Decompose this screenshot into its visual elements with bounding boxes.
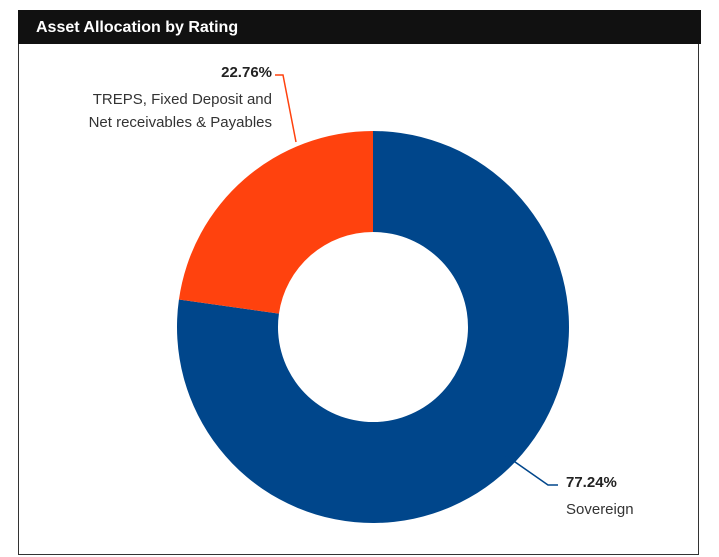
category-label: TREPS, Fixed Deposit and Net receivables… xyxy=(88,91,272,131)
category-label: Sovereign xyxy=(566,501,634,518)
value-label: 77.24% xyxy=(566,474,617,491)
slice xyxy=(178,131,373,314)
value-label: 22.76% xyxy=(221,64,272,81)
leader-line xyxy=(504,454,558,486)
slice xyxy=(177,131,569,523)
chart-title: Asset Allocation by Rating xyxy=(18,10,701,44)
leader-line xyxy=(275,74,297,143)
